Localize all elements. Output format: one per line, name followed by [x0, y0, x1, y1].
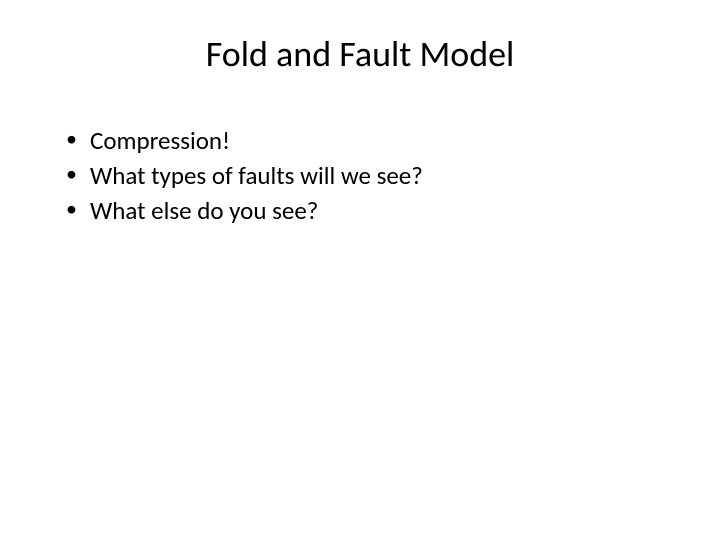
- bullet-list: Compression! What types of faults will w…: [48, 124, 672, 227]
- list-item: Compression!: [66, 124, 672, 157]
- list-item: What types of faults will we see?: [66, 159, 672, 192]
- slide-title: Fold and Fault Model: [48, 32, 672, 76]
- list-item: What else do you see?: [66, 194, 672, 227]
- slide-container: Fold and Fault Model Compression! What t…: [0, 0, 720, 540]
